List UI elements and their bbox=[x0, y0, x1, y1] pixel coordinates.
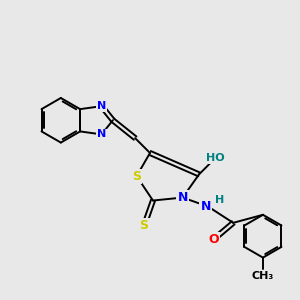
Text: CH₃: CH₃ bbox=[252, 271, 274, 281]
Text: H: H bbox=[214, 195, 224, 205]
Text: O: O bbox=[208, 233, 219, 246]
Text: N: N bbox=[97, 101, 106, 111]
Text: N: N bbox=[200, 200, 211, 213]
Text: HO: HO bbox=[206, 153, 225, 163]
Text: N: N bbox=[97, 129, 106, 140]
Text: S: S bbox=[132, 170, 141, 183]
Text: S: S bbox=[140, 219, 148, 232]
Text: N: N bbox=[178, 191, 188, 204]
